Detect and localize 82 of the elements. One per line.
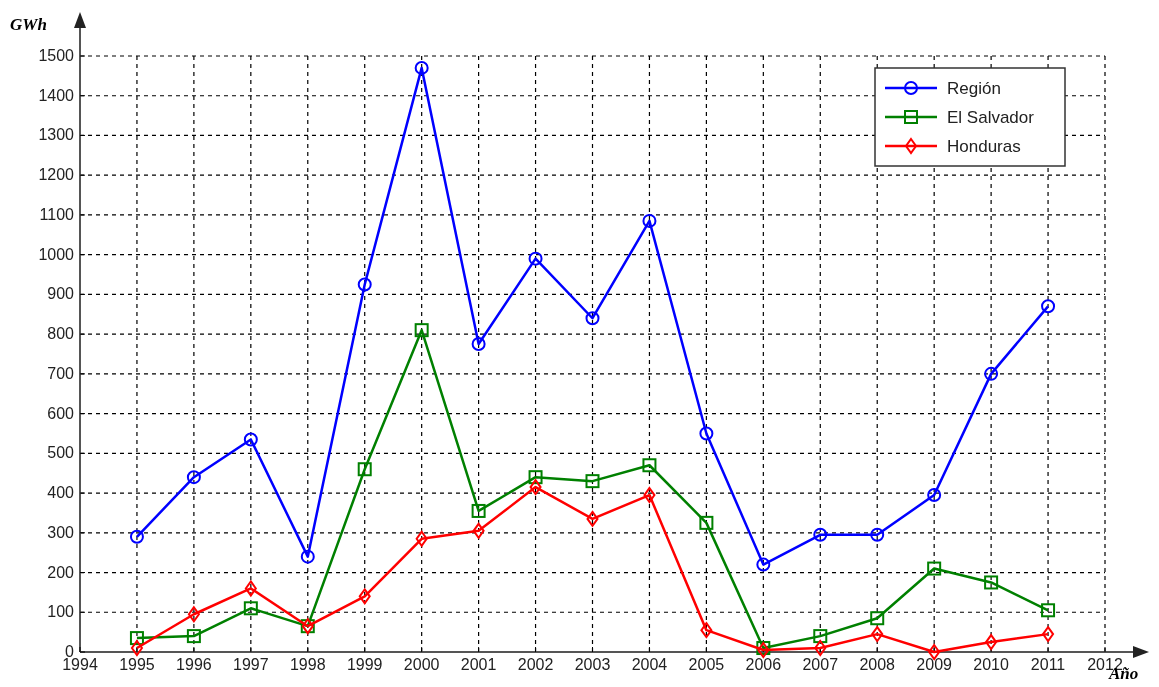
point <box>471 503 486 518</box>
point <box>471 337 486 352</box>
y-tick-label: 100 <box>47 603 75 621</box>
point <box>642 213 657 228</box>
legend-label: El Salvador <box>947 108 1035 127</box>
x-tick-label: 2001 <box>460 656 497 673</box>
x-tick-label: 1996 <box>176 656 212 673</box>
y-tick-label: 1000 <box>38 245 75 263</box>
y-tick-label: 300 <box>47 523 75 541</box>
point <box>700 622 713 639</box>
point <box>585 311 600 326</box>
point <box>357 277 372 292</box>
point <box>130 640 143 657</box>
x-tick-label: 1995 <box>119 656 155 673</box>
point <box>586 510 599 527</box>
point <box>358 588 371 605</box>
point <box>129 631 144 646</box>
y-axis-title: GWh <box>10 15 47 34</box>
point <box>642 458 657 473</box>
point <box>357 462 372 477</box>
y-tick-label: 800 <box>47 325 75 343</box>
point <box>813 527 828 542</box>
point <box>585 474 600 489</box>
x-tick-label: 2006 <box>745 656 782 673</box>
point <box>244 580 257 597</box>
point <box>1041 603 1056 618</box>
y-tick-label: 400 <box>47 484 75 502</box>
point <box>528 470 543 485</box>
point <box>985 634 998 651</box>
x-tick-label: 2000 <box>403 656 440 673</box>
point <box>300 549 315 564</box>
point <box>756 557 771 572</box>
point <box>243 601 258 616</box>
x-tick-label: 2009 <box>916 656 953 673</box>
x-tick-label: 2010 <box>973 656 1010 673</box>
legend-label: Honduras <box>947 137 1021 156</box>
point <box>813 629 828 644</box>
point <box>414 60 429 75</box>
x-tick-label: 2003 <box>574 656 611 673</box>
x-tick-label: 2011 <box>1030 656 1066 673</box>
x-tick-label: 2004 <box>631 656 668 673</box>
y-tick-label: 200 <box>47 563 75 581</box>
y-tick-label: 600 <box>47 404 75 422</box>
point <box>870 527 885 542</box>
x-tick-label: 2005 <box>688 656 725 673</box>
x-tick-label: 2007 <box>802 656 839 673</box>
y-tick-label: 1300 <box>38 126 75 144</box>
point <box>871 626 884 643</box>
point <box>415 530 428 547</box>
x-tick-label: 1998 <box>289 656 326 673</box>
point <box>870 611 885 626</box>
y-tick-label: 700 <box>47 364 75 382</box>
y-tick-label: 1200 <box>38 166 75 184</box>
point <box>699 426 714 441</box>
point <box>129 529 144 544</box>
point <box>243 432 258 447</box>
y-tick-label: 1100 <box>39 205 75 223</box>
y-tick-label: 500 <box>47 444 75 462</box>
point <box>643 487 656 504</box>
point <box>699 515 714 530</box>
x-tick-label: 1999 <box>346 656 383 673</box>
x-tick-label: 2002 <box>517 656 554 673</box>
point <box>528 251 543 266</box>
point <box>186 470 201 485</box>
x-tick-label: 1997 <box>233 656 269 673</box>
point <box>529 479 542 496</box>
point <box>414 323 429 338</box>
point <box>472 522 485 539</box>
point <box>984 366 999 381</box>
point <box>1042 626 1055 643</box>
point <box>927 488 942 503</box>
point <box>1041 299 1056 314</box>
legend-label: Región <box>947 79 1001 98</box>
y-tick-label: 900 <box>47 285 75 303</box>
y-tick-label: 1400 <box>38 86 75 104</box>
x-tick-label: 2008 <box>859 656 896 673</box>
point <box>814 640 827 657</box>
point <box>187 606 200 623</box>
point <box>927 561 942 576</box>
y-tick-label: 1500 <box>38 47 75 64</box>
point <box>186 629 201 644</box>
point <box>984 575 999 590</box>
